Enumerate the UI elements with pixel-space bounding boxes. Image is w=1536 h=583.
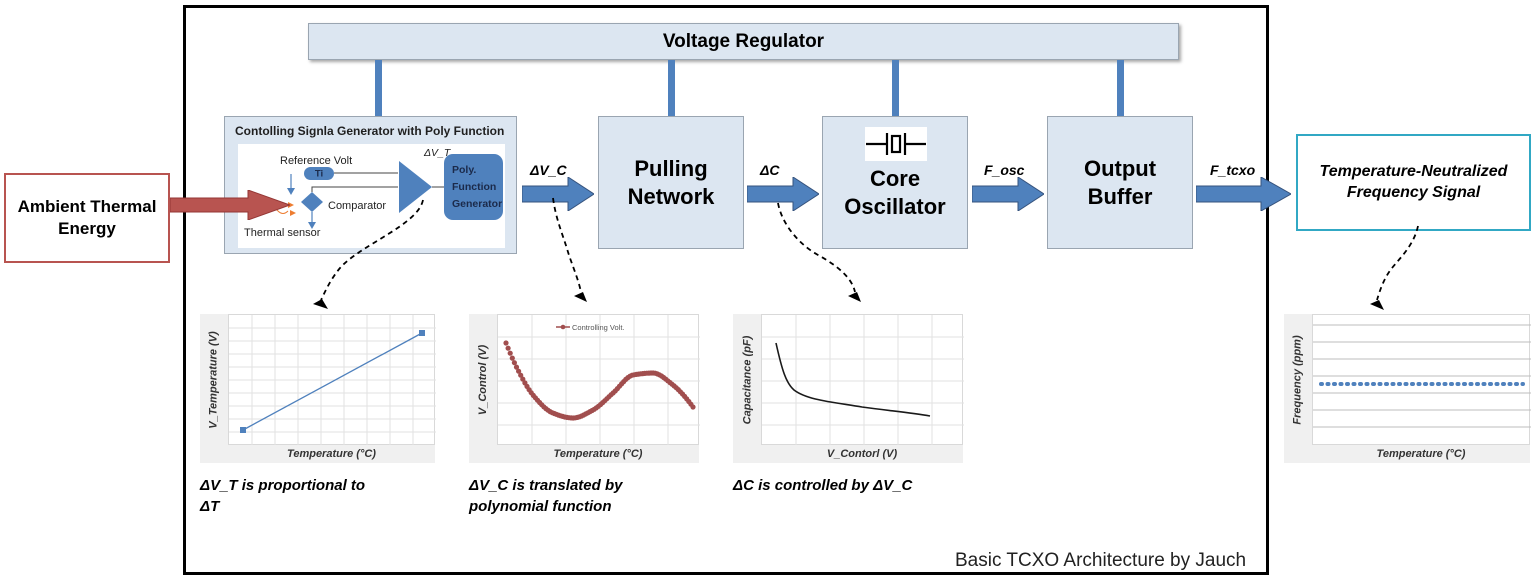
svg-text:Reference Volt: Reference Volt: [280, 155, 352, 167]
svg-text:Ti: Ti: [315, 169, 323, 180]
svg-text:Generator: Generator: [452, 198, 502, 210]
svg-text:Poly.: Poly.: [452, 164, 476, 176]
svg-text:Function: Function: [452, 181, 496, 193]
svg-text:Thermal sensor: Thermal sensor: [244, 227, 321, 239]
svg-text:Comparator: Comparator: [328, 200, 386, 212]
svg-text:Controlling Volt.: Controlling Volt.: [572, 323, 625, 332]
